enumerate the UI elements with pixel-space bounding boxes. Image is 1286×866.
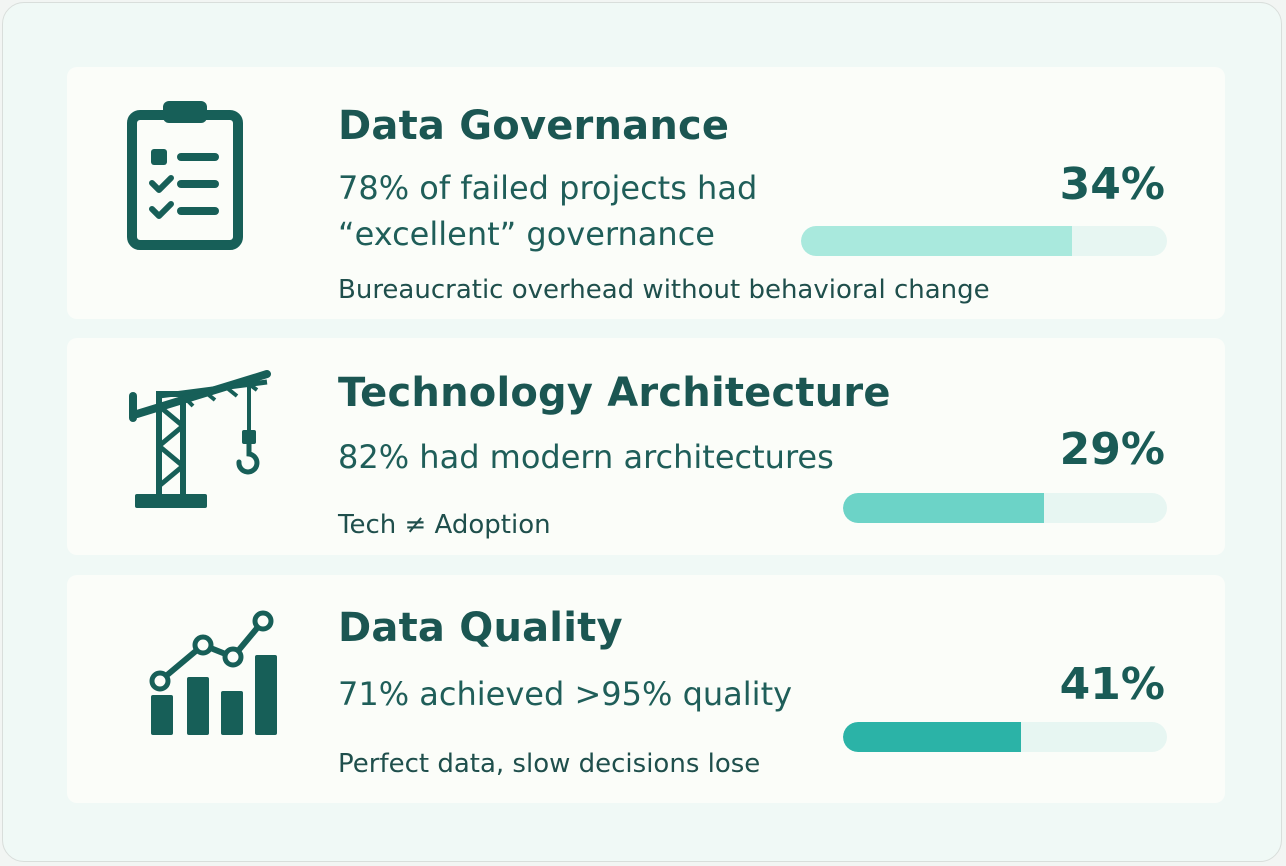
- card-percent: 29%: [1059, 424, 1165, 475]
- progress-bar-fill: [843, 493, 1044, 523]
- clipboard-checklist-icon: [127, 101, 243, 250]
- card-note: Perfect data, slow decisions lose: [338, 749, 761, 779]
- card-data-governance: Data Governance 78% of failed projects h…: [67, 67, 1225, 319]
- card-percent: 41%: [1059, 659, 1165, 710]
- card-title: Data Governance: [338, 103, 730, 149]
- card-percent: 34%: [1059, 159, 1165, 210]
- progress-bar-fill: [843, 722, 1022, 752]
- construction-crane-icon: [129, 370, 271, 508]
- card-stat: 71% achieved >95% quality: [338, 675, 793, 713]
- card-note: Bureaucratic overhead without behavioral…: [338, 275, 990, 305]
- card-data-quality: Data Quality 71% achieved >95% quality P…: [67, 575, 1225, 803]
- card-stat: 78% of failed projects had “excellent” g…: [338, 169, 758, 253]
- progress-bar-fill: [801, 226, 1072, 256]
- bar-chart-trend-icon: [149, 610, 277, 735]
- card-technology-architecture: Technology Architecture 82% had modern a…: [67, 338, 1225, 555]
- card-title: Data Quality: [338, 605, 623, 651]
- progress-bar: [801, 226, 1167, 256]
- progress-bar: [843, 722, 1167, 752]
- card-note: Tech ≠ Adoption: [338, 510, 551, 540]
- progress-bar: [843, 493, 1167, 523]
- card-stat: 82% had modern architectures: [338, 438, 834, 476]
- card-title: Technology Architecture: [338, 370, 891, 416]
